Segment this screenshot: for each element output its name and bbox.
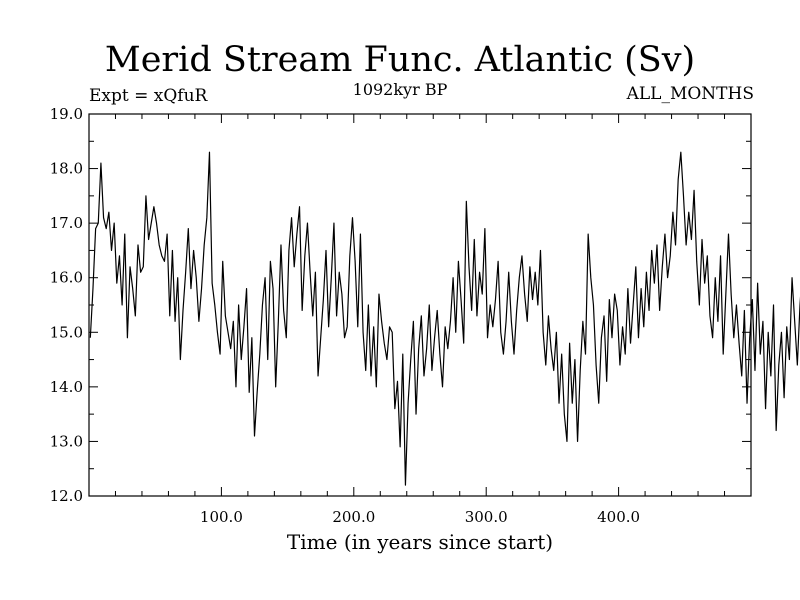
y-tick-label: 18.0: [50, 160, 83, 178]
y-tick-label: 16.0: [50, 269, 83, 287]
plot-frame: [88, 113, 752, 497]
y-axis: 12.0 13.0 14.0 15.0 16.0 17.0 18.0 19.0: [50, 105, 751, 505]
y-tick-label: 13.0: [50, 432, 83, 450]
series-line: [89, 151, 800, 486]
x-tick-label: 200.0: [332, 508, 375, 526]
x-tick-label: 400.0: [597, 508, 640, 526]
chart-title: Merid Stream Func. Atlantic (Sv): [104, 40, 696, 80]
x-tick-label: 300.0: [465, 508, 508, 526]
y-tick-label: 15.0: [50, 323, 83, 341]
y-tick-label: 17.0: [50, 214, 83, 232]
y-tick-label: 14.0: [50, 378, 83, 396]
x-tick-label: 100.0: [200, 508, 243, 526]
x-axis-label: Time (in years since start): [286, 530, 554, 554]
y-tick-label: 12.0: [50, 487, 83, 505]
period-label: ALL_MONTHS: [626, 84, 754, 104]
chart-subtitle: 1092kyr BP: [352, 80, 448, 99]
y-tick-label: 19.0: [50, 105, 83, 123]
x-axis: 100.0 200.0 300.0 400.0: [114, 114, 726, 526]
experiment-label: Expt = xQfuR: [89, 86, 208, 106]
